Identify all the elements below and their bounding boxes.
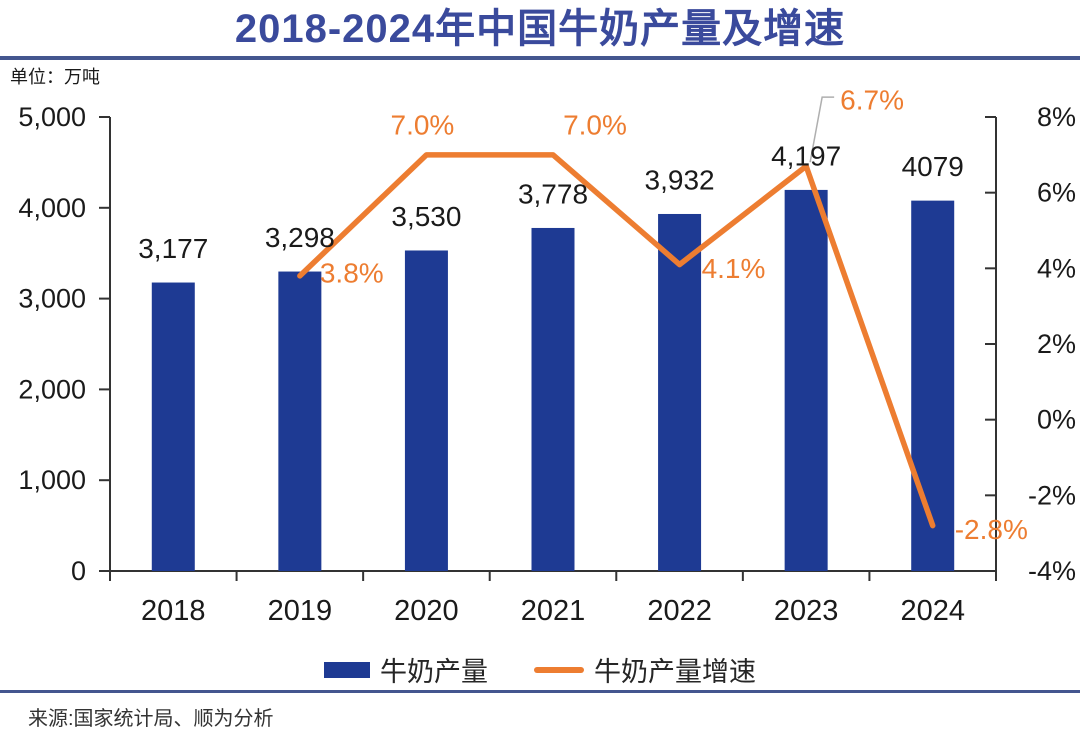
source-text: 来源:国家统计局、顺为分析 — [28, 708, 274, 730]
right-axis-tick-label: 2% — [1037, 329, 1076, 359]
legend-line-swatch — [534, 666, 584, 673]
left-axis-tick-label: 0 — [71, 556, 86, 586]
year-label-2021: 2021 — [521, 595, 586, 627]
year-label-2022: 2022 — [647, 595, 712, 627]
growth-line — [297, 152, 936, 529]
year-label-2019: 2019 — [268, 595, 333, 627]
right-axis-tick-label: 4% — [1037, 253, 1076, 283]
bar-label-2024: 4079 — [902, 151, 964, 182]
bar-label-2020: 3,530 — [391, 201, 461, 232]
year-label-2018: 2018 — [141, 595, 206, 627]
bar-label-2018: 3,177 — [138, 233, 208, 264]
legend-item-production: 牛奶产量 — [324, 650, 488, 689]
bar-2023 — [784, 189, 828, 571]
right-axis-tick-label: 0% — [1037, 405, 1076, 435]
bar-2019 — [278, 271, 322, 571]
left-axis-tick-label: 1,000 — [18, 465, 86, 495]
growth-label-2024: -2.8% — [955, 514, 1028, 545]
callout-leader-line — [809, 96, 835, 163]
growth-label-2023: 6.7% — [840, 85, 904, 116]
bar-label-2021: 3,778 — [518, 178, 588, 209]
unit-label: 单位：万吨 — [10, 67, 100, 87]
bar-label-2019: 3,298 — [265, 222, 335, 253]
bar-2018 — [151, 282, 195, 571]
legend-label-production: 牛奶产量 — [380, 657, 488, 687]
legend-item-growth: 牛奶产量增速 — [534, 650, 756, 689]
year-label-2024: 2024 — [900, 595, 965, 627]
growth-label-2019: 3.8% — [320, 257, 384, 288]
growth-label-2020: 7.0% — [391, 109, 455, 140]
year-label-2023: 2023 — [774, 595, 839, 627]
bar-2024 — [911, 200, 955, 571]
footer-divider-line — [0, 690, 1080, 693]
bar-2022 — [658, 213, 702, 571]
legend-label-growth: 牛奶产量增速 — [594, 657, 756, 687]
bar-label-2023: 4,197 — [771, 140, 841, 171]
chart-title: 2018-2024年中国牛奶产量及增速 — [234, 7, 846, 51]
left-axis-tick-label: 2,000 — [18, 374, 86, 404]
right-axis-tick-label: 6% — [1037, 178, 1076, 208]
left-axis-tick-label: 5,000 — [18, 102, 86, 132]
growth-label-2022: 4.1% — [702, 253, 766, 284]
bar-2020 — [404, 250, 448, 571]
growth-label-2021: 7.0% — [563, 109, 627, 140]
right-axis-tick-label: -2% — [1028, 480, 1076, 510]
legend: 牛奶产量 牛奶产量增速 — [0, 650, 1080, 689]
right-axis-tick-label: -4% — [1028, 556, 1076, 586]
title-divider-line — [0, 56, 1080, 60]
left-axis-tick-label: 3,000 — [18, 284, 86, 314]
year-label-2020: 2020 — [394, 595, 459, 627]
bar-label-2022: 3,932 — [645, 164, 715, 195]
legend-bar-swatch — [324, 661, 370, 678]
left-axis-tick-label: 4,000 — [18, 193, 86, 223]
bar-2021 — [531, 227, 575, 572]
right-axis-tick-label: 8% — [1037, 102, 1076, 132]
